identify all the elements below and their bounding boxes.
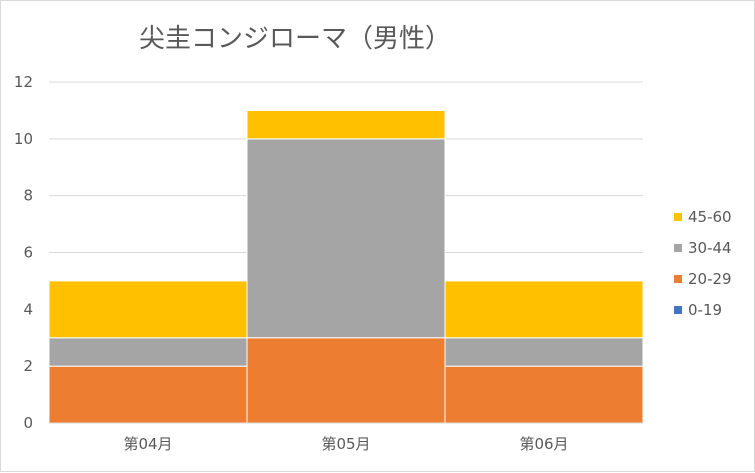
bar-segment	[246, 138, 446, 339]
y-tick-label: 12	[14, 73, 33, 91]
y-tick-label: 4	[23, 300, 33, 318]
y-tick-label: 8	[23, 187, 33, 205]
legend-swatch	[674, 306, 682, 314]
bar-segment	[48, 365, 248, 424]
legend-swatch	[674, 275, 682, 283]
bar-segment	[246, 109, 446, 140]
bar-segment	[444, 280, 644, 339]
y-tick-label: 6	[23, 244, 33, 262]
chart-title: 尖圭コンジローマ（男性）	[139, 24, 451, 54]
legend-label: 45-60	[688, 208, 732, 226]
axes: 0 2 4 6 8 10 12 第04月 第05月 第06月	[14, 73, 643, 453]
bar-segment	[48, 337, 248, 367]
legend: 45-60 30-44 20-29 0-19	[674, 208, 732, 319]
bar-segment	[48, 280, 248, 339]
y-tick-label: 2	[23, 357, 33, 375]
bar-segment	[444, 365, 644, 424]
legend-label: 0-19	[688, 301, 722, 319]
y-tick-label: 0	[23, 414, 33, 432]
bar-segment	[246, 337, 446, 424]
y-tick-label: 10	[14, 130, 33, 148]
bars	[48, 109, 644, 424]
legend-label: 30-44	[688, 239, 732, 257]
x-tick-label: 第05月	[321, 435, 370, 453]
legend-swatch	[674, 213, 682, 221]
x-tick-label: 第04月	[123, 435, 172, 453]
bar-segment	[444, 337, 644, 367]
x-tick-label: 第06月	[519, 435, 568, 453]
legend-label: 20-29	[688, 270, 732, 288]
legend-swatch	[674, 244, 682, 252]
